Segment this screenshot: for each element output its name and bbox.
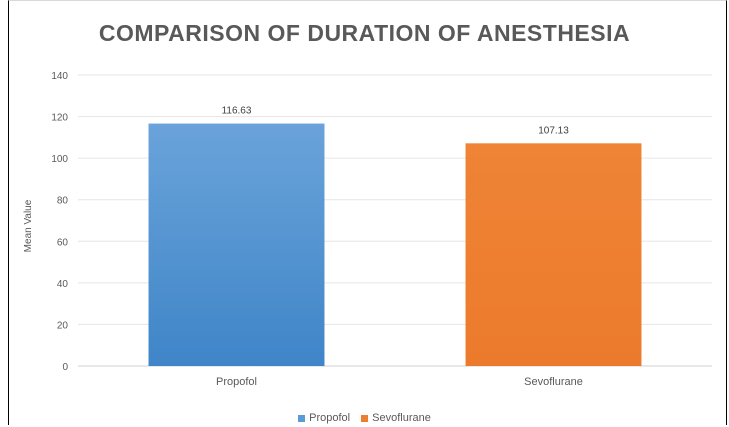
x-tick-label: Sevoflurane [524,376,583,388]
legend-label-sevoflurane: Sevoflurane [372,412,431,425]
legend-label-propofol: Propofol [309,412,351,425]
legend-swatch-propofol [298,414,306,422]
bar-propofol [148,123,325,366]
y-tick-label: 100 [51,154,68,165]
legend-item-propofol: Propofol [298,412,350,424]
y-tick-label: 140 [51,71,68,82]
data-labels: 116.63 107.13 [222,106,570,137]
data-label: 116.63 [222,106,252,117]
legend-swatch-sevoflurane [361,414,369,422]
x-axis-categories: Propofol Sevoflurane [216,376,583,388]
y-tick-label: 60 [57,237,69,248]
y-tick-label: 80 [57,196,69,207]
y-tick-label: 40 [57,279,69,290]
legend: Propofol Sevoflurane [0,412,729,424]
legend-item-sevoflurane: Sevoflurane [361,412,431,424]
x-tick-label: Propofol [216,376,257,388]
chart-title: COMPARISON OF DURATION OF ANESTHESIA [98,20,631,46]
bars [148,123,642,366]
y-tick-label: 120 [51,113,68,124]
y-tick-label: 0 [62,362,68,373]
y-axis-title: Mean Value [23,199,34,252]
y-axis-ticks: 0 20 40 60 80 100 120 140 [51,71,68,373]
data-label: 107.13 [538,125,569,136]
y-tick-label: 20 [57,320,69,331]
bar-sevoflurane [465,143,642,366]
